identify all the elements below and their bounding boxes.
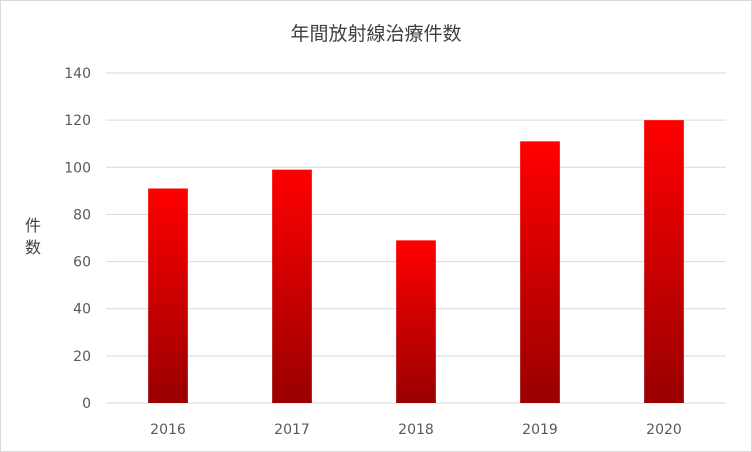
y-tick-label-40: 40	[73, 302, 91, 318]
x-tick-label-2020: 2020	[646, 422, 682, 438]
y-tick-labels: 0 20 40 60 80 100 120 140	[64, 66, 91, 412]
y-tick-label-100: 100	[64, 160, 91, 176]
y-tick-label-20: 20	[73, 349, 91, 365]
bar-2019	[520, 141, 560, 403]
x-tick-labels: 2016 2017 2018 2019 2020	[150, 422, 682, 438]
y-tick-label-120: 120	[64, 113, 91, 129]
y-tick-label-60: 60	[73, 255, 91, 271]
bars	[148, 120, 684, 404]
x-tick-label-2018: 2018	[398, 422, 434, 438]
bar-2020	[644, 120, 684, 404]
x-tick-label-2017: 2017	[274, 422, 310, 438]
x-tick-label-2019: 2019	[522, 422, 558, 438]
y-axis-label: 件数	[24, 216, 41, 257]
bar-2018	[396, 240, 436, 403]
bar-2017	[272, 169, 312, 403]
y-tick-label-140: 140	[64, 66, 91, 82]
y-tick-label-0: 0	[82, 396, 91, 412]
chart-title: 年間放射線治療件数	[290, 23, 462, 45]
x-tick-label-2016: 2016	[150, 422, 186, 438]
y-tick-label-80: 80	[73, 207, 91, 223]
bar-2016	[148, 188, 188, 403]
